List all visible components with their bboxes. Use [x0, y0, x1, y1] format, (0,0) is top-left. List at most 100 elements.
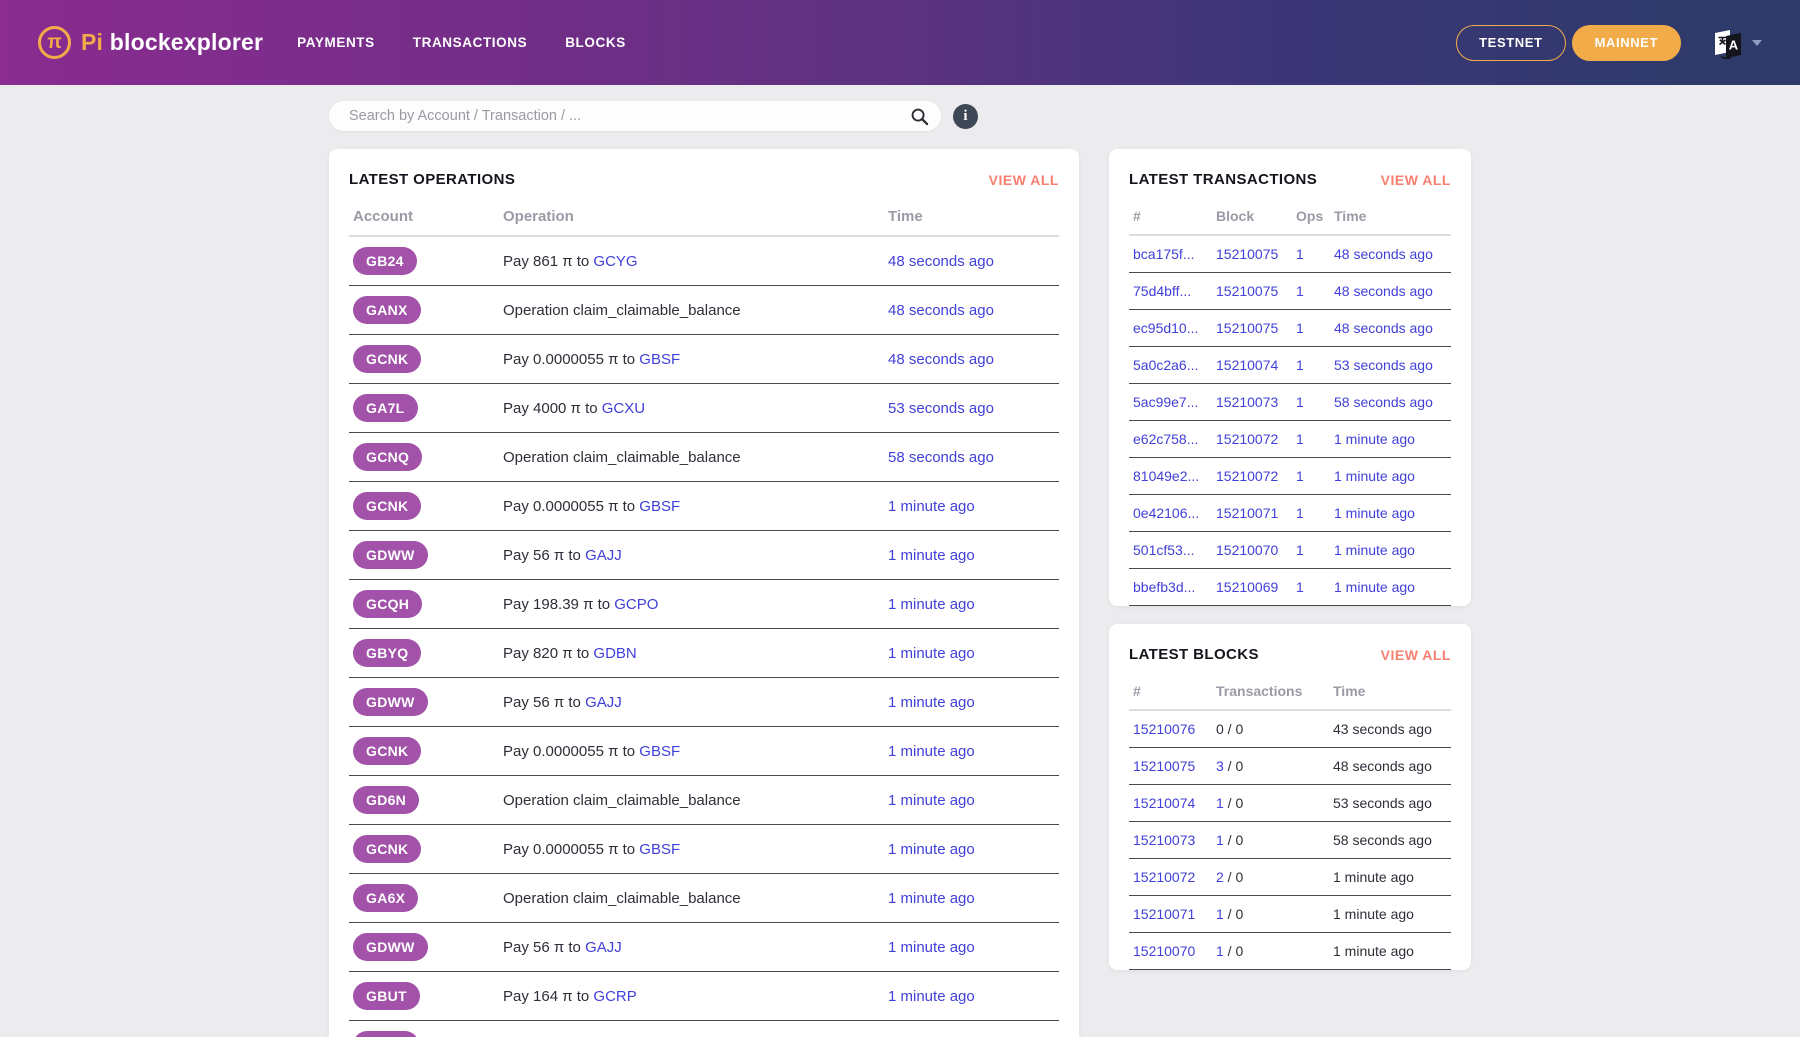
- tx-time-link[interactable]: 1 minute ago: [1334, 505, 1415, 521]
- tx-hash-link[interactable]: 5a0c2a6...: [1133, 357, 1199, 373]
- tx-hash-link[interactable]: 75d4bff...: [1133, 283, 1192, 299]
- tx-ops-link[interactable]: 1: [1296, 505, 1304, 521]
- block-number-link[interactable]: 15210075: [1133, 758, 1196, 774]
- account-badge[interactable]: GCQH: [353, 590, 423, 618]
- block-tx-count[interactable]: 1: [1216, 795, 1224, 811]
- tx-hash-link[interactable]: 501cf53...: [1133, 542, 1195, 558]
- account-badge[interactable]: GBYQ: [353, 639, 422, 667]
- tx-block-link[interactable]: 15210075: [1216, 246, 1279, 262]
- operation-target-link[interactable]: GBSF: [639, 840, 681, 858]
- block-number-link[interactable]: 15210070: [1133, 943, 1196, 959]
- operation-time-link[interactable]: 1 minute ago: [888, 791, 975, 809]
- account-badge[interactable]: GBUT: [353, 982, 420, 1010]
- tx-time-link[interactable]: 48 seconds ago: [1334, 320, 1433, 336]
- tx-ops-link[interactable]: 1: [1296, 431, 1304, 447]
- operation-time-link[interactable]: 1 minute ago: [888, 840, 975, 858]
- tx-block-link[interactable]: 15210072: [1216, 431, 1279, 447]
- tx-hash-link[interactable]: bca175f...: [1133, 246, 1195, 262]
- operation-time-link[interactable]: 58 seconds ago: [888, 448, 994, 466]
- block-number-link[interactable]: 15210076: [1133, 721, 1196, 737]
- account-badge[interactable]: GCNK: [353, 835, 422, 863]
- operation-time-link[interactable]: 1 minute ago: [888, 497, 975, 515]
- nav-link-blocks[interactable]: BLOCKS: [565, 35, 626, 50]
- operation-target-link[interactable]: GBSF: [639, 350, 681, 368]
- operation-target-link[interactable]: GBSF: [639, 742, 681, 760]
- operation-time-link[interactable]: 1 minute ago: [888, 987, 975, 1005]
- operation-time-link[interactable]: 48 seconds ago: [888, 350, 994, 368]
- tx-ops-link[interactable]: 1: [1296, 283, 1304, 299]
- nav-link-payments[interactable]: PAYMENTS: [297, 35, 375, 50]
- block-number-link[interactable]: 15210071: [1133, 906, 1196, 922]
- tx-block-link[interactable]: 15210071: [1216, 505, 1279, 521]
- tx-block-link[interactable]: 15210070: [1216, 542, 1279, 558]
- tx-block-link[interactable]: 15210075: [1216, 320, 1279, 336]
- tx-hash-link[interactable]: e62c758...: [1133, 431, 1199, 447]
- tx-ops-link[interactable]: 1: [1296, 579, 1304, 595]
- block-tx-count[interactable]: 2: [1216, 869, 1224, 885]
- operation-target-link[interactable]: GCXU: [601, 399, 646, 417]
- account-badge[interactable]: GCNK: [353, 492, 422, 520]
- account-badge[interactable]: GCNK: [353, 345, 422, 373]
- operation-time-link[interactable]: 1 minute ago: [888, 546, 975, 564]
- account-badge[interactable]: GCNK: [353, 737, 422, 765]
- operation-target-link[interactable]: GAJJ: [585, 546, 622, 564]
- tx-ops-link[interactable]: 1: [1296, 394, 1304, 410]
- tx-block-link[interactable]: 15210072: [1216, 468, 1279, 484]
- block-number-link[interactable]: 15210072: [1133, 869, 1196, 885]
- account-badge[interactable]: GANX: [353, 296, 421, 324]
- tx-block-link[interactable]: 15210075: [1216, 283, 1279, 299]
- account-badge[interactable]: GDWW: [353, 933, 428, 961]
- operation-target-link[interactable]: GBSF: [639, 497, 681, 515]
- tx-block-link[interactable]: 15210069: [1216, 579, 1279, 595]
- block-tx-count[interactable]: 1: [1216, 943, 1224, 959]
- operation-time-link[interactable]: 48 seconds ago: [888, 252, 994, 270]
- block-tx-count[interactable]: 1: [1216, 906, 1224, 922]
- tx-block-link[interactable]: 15210074: [1216, 357, 1279, 373]
- account-badge[interactable]: GB24: [353, 247, 417, 275]
- tx-hash-link[interactable]: 81049e2...: [1133, 468, 1200, 484]
- tx-ops-link[interactable]: 1: [1296, 357, 1304, 373]
- account-badge[interactable]: GD6N: [353, 786, 420, 814]
- operation-time-link[interactable]: 1 minute ago: [888, 742, 975, 760]
- tx-time-link[interactable]: 58 seconds ago: [1334, 394, 1433, 410]
- operation-target-link[interactable]: GAJJ: [585, 938, 622, 956]
- language-selector[interactable]: A: [1711, 26, 1762, 60]
- tx-hash-link[interactable]: bbefb3d...: [1133, 579, 1196, 595]
- block-tx-count[interactable]: 3: [1216, 758, 1224, 774]
- operation-time-link[interactable]: 48 seconds ago: [888, 301, 994, 319]
- account-badge[interactable]: GA6X: [353, 884, 419, 912]
- block-number-link[interactable]: 15210074: [1133, 795, 1196, 811]
- tx-ops-link[interactable]: 1: [1296, 320, 1304, 336]
- view-all-blocks-link[interactable]: VIEW ALL: [1380, 646, 1451, 663]
- mainnet-button[interactable]: MAINNET: [1571, 24, 1681, 61]
- view-all-operations-link[interactable]: VIEW ALL: [988, 171, 1059, 188]
- block-number-link[interactable]: 15210073: [1133, 832, 1196, 848]
- operation-time-link[interactable]: 1 minute ago: [888, 693, 975, 711]
- tx-hash-link[interactable]: 5ac99e7...: [1133, 394, 1199, 410]
- search-input[interactable]: [329, 101, 941, 131]
- view-all-transactions-link[interactable]: VIEW ALL: [1380, 171, 1451, 188]
- tx-time-link[interactable]: 1 minute ago: [1334, 579, 1415, 595]
- operation-target-link[interactable]: GCRP: [593, 987, 637, 1005]
- tx-ops-link[interactable]: 1: [1296, 246, 1304, 262]
- operation-time-link[interactable]: 1 minute ago: [888, 644, 975, 662]
- operation-time-link[interactable]: 1 minute ago: [888, 889, 975, 907]
- tx-hash-link[interactable]: 0e42106...: [1133, 505, 1200, 521]
- tx-time-link[interactable]: 1 minute ago: [1334, 542, 1415, 558]
- operation-target-link[interactable]: GCPO: [614, 595, 659, 613]
- tx-time-link[interactable]: 1 minute ago: [1334, 431, 1415, 447]
- tx-time-link[interactable]: 53 seconds ago: [1334, 357, 1433, 373]
- operation-time-link[interactable]: 1 minute ago: [888, 595, 975, 613]
- operation-target-link[interactable]: GDBN: [593, 644, 637, 662]
- account-badge[interactable]: GAXT: [353, 1031, 420, 1037]
- operation-target-link[interactable]: GAJJ: [585, 693, 622, 711]
- operation-time-link[interactable]: 53 seconds ago: [888, 399, 994, 417]
- account-badge[interactable]: GCNQ: [353, 443, 423, 471]
- brand-logo[interactable]: π Pi blockexplorer: [38, 26, 263, 59]
- tx-ops-link[interactable]: 1: [1296, 542, 1304, 558]
- nav-link-transactions[interactable]: TRANSACTIONS: [412, 35, 528, 50]
- tx-ops-link[interactable]: 1: [1296, 468, 1304, 484]
- info-icon[interactable]: i: [953, 103, 978, 129]
- search-button[interactable]: [907, 104, 931, 128]
- account-badge[interactable]: GA7L: [353, 394, 418, 422]
